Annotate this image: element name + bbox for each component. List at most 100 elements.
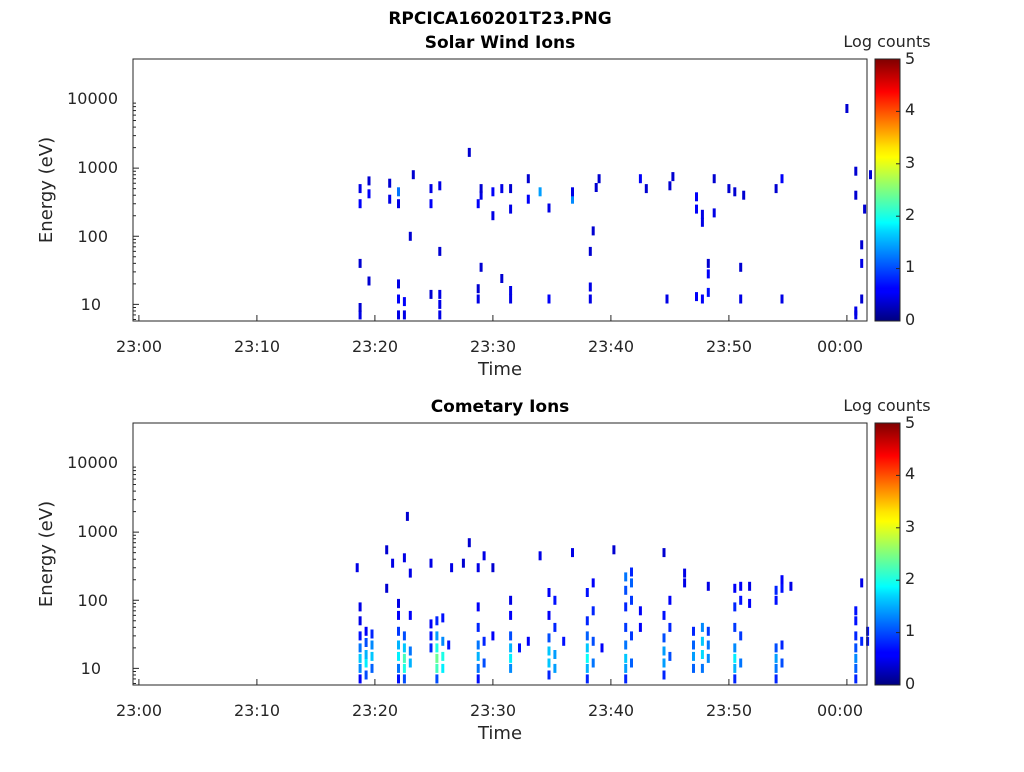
spectrogram-cell [733,674,737,684]
spectrogram-cell [733,663,737,673]
spectrogram-cell [429,558,433,568]
cometary-axes-box [132,422,868,686]
spectrogram-cell [706,626,710,636]
x-tick-label: 23:00 [116,701,162,720]
spectrogram-cell [860,258,864,268]
colorbar-label: Log counts [843,32,930,51]
spectrogram-cell [638,622,642,632]
spectrogram-cell [358,663,362,673]
spectrogram-cell [591,658,595,668]
spectrogram-cell [429,631,433,641]
spectrogram-cell [854,653,858,663]
spectrogram-cell [668,651,672,661]
spectrogram-cell [397,279,400,289]
spectrogram-cell [695,292,698,302]
colorbar-tick-label: 5 [905,49,915,68]
spectrogram-cell [553,650,557,659]
spectrogram-cell [429,289,433,299]
spectrogram-cell [733,187,737,197]
spectrogram-cell [441,663,445,673]
spectrogram-cell [408,610,412,620]
spectrogram-cell [591,578,595,588]
x-tick-label: 00:00 [817,337,863,356]
spectrogram-cell [774,663,778,673]
spectrogram-cell [438,299,442,309]
spectrogram-cell [526,636,530,646]
spectrogram-cell [476,284,480,294]
y-tick-label: 100 [77,591,108,610]
spectrogram-cell [854,631,858,641]
spectrogram-cell [438,310,442,320]
spectrogram-cell [638,606,642,616]
spectrogram-cell [748,598,752,608]
spectrogram-cell [358,184,362,194]
spectrogram-cell [438,181,442,191]
spectrogram-cell [476,199,480,209]
spectrogram-cell [733,622,737,632]
y-tick-label: 10 [81,295,101,314]
spectrogram-cell [624,674,628,684]
spectrogram-cell [780,583,784,593]
spectrogram-cell [479,262,483,272]
spectrogram-cell [780,575,784,585]
spectrogram-cell [476,640,480,650]
x-tick-label: 23:20 [352,701,398,720]
spectrogram-cell [866,626,870,636]
solar-wind-xlabel: Time [477,359,522,380]
spectrogram-cell [429,643,433,653]
spectrogram-cell [358,602,362,612]
spectrogram-cell [476,674,480,684]
spectrogram-cell [447,640,451,650]
spectrogram-cell [739,658,743,668]
spectrogram-cell [774,674,778,684]
spectrogram-cell [370,640,374,650]
spectrogram-cell [370,651,374,661]
spectrogram-cell [671,172,675,182]
spectrogram-cell [479,190,483,200]
spectrogram-cell [662,646,666,656]
spectrogram-cell [774,653,778,663]
spectrogram-cell [644,184,648,194]
y-tick-label: 10000 [67,89,118,108]
spectrogram-cell [438,246,442,256]
cometary-panel: Cometary Ions 23:00 23:10 23:20 23:30 23… [36,396,931,744]
cometary-title: Cometary Ions [431,397,570,417]
solar-wind-title: Solar Wind Ions [425,33,576,53]
spectrogram-cell [479,184,483,194]
spectrogram-cell [411,170,415,180]
spectrogram-cell [509,610,513,620]
spectrogram-cell [668,595,672,605]
x-tick-label: 23:30 [470,701,516,720]
colorbar-tick-label: 5 [905,413,915,432]
spectrogram-cell [695,192,698,202]
spectrogram-cell [588,282,592,292]
spectrogram-cell [562,636,566,646]
spectrogram-cell [358,631,362,641]
spectrogram-cell [435,643,439,653]
y-tick-label: 10 [81,659,101,678]
spectrogram-cell [358,303,362,312]
spectrogram-cell [624,663,628,673]
spectrogram-cell [370,663,374,673]
x-tick-label: 23:50 [706,337,752,356]
spectrogram-cell [700,663,704,673]
spectrogram-cell [491,631,495,641]
spectrogram-cell [591,636,595,646]
spectrogram-cell [405,511,409,521]
spectrogram-cell [630,567,633,577]
spectrogram-cell [429,619,433,629]
spectrogram-cell [402,297,406,307]
spectrogram-cell [612,545,616,555]
spectrogram-cell [854,674,858,684]
spectrogram-cell [397,610,400,620]
spectrogram-cell [429,184,433,194]
spectrogram-cell [733,653,737,663]
colorbar-label: Log counts [843,396,930,415]
solar-wind-axes-box [132,58,868,322]
spectrogram-cell [683,578,687,588]
spectrogram-cell [547,294,551,304]
spectrogram-cell [700,650,704,659]
y-tick-label: 100 [77,227,108,246]
spectrogram-cell [385,583,389,593]
